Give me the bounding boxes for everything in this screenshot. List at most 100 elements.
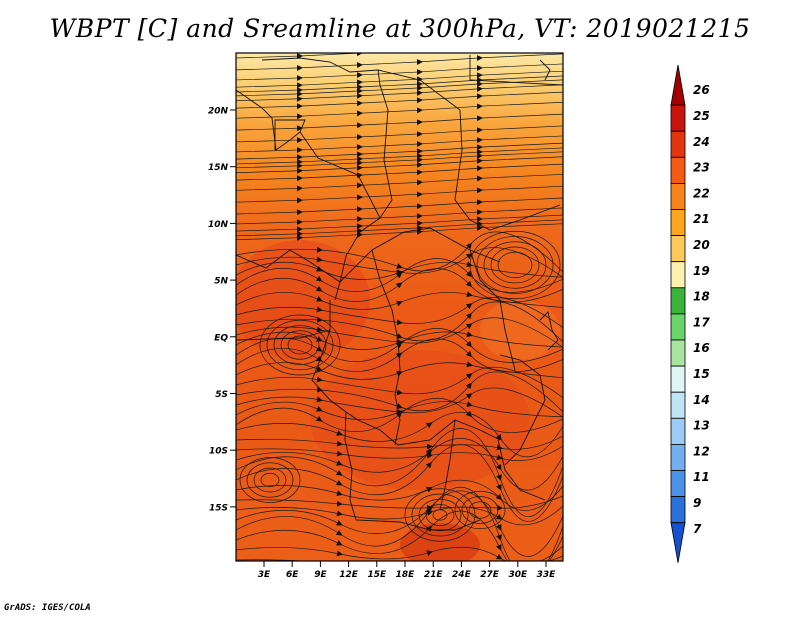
lon-tick-label: 30E bbox=[508, 570, 528, 580]
lon-tick-label: 12E bbox=[339, 570, 359, 580]
lon-tick-label: 33E bbox=[537, 570, 557, 580]
colorbar: 26 25 24 23 22 21 20 19 18 17 16 15 14 13 12 11 9 7 bbox=[670, 64, 710, 563]
streamline-vortex bbox=[469, 230, 561, 300]
latitude-axis: 20N 15N 10N 5N EQ 5S 10S 15S bbox=[208, 107, 236, 513]
colorbar-segment bbox=[670, 287, 686, 315]
streamline bbox=[236, 411, 563, 458]
grads-credit: GrADS: IGES/COLA bbox=[4, 603, 91, 613]
lon-tick-label: 6E bbox=[286, 570, 299, 580]
streamlines bbox=[236, 53, 563, 561]
streamline-vortex bbox=[253, 467, 287, 493]
streamline-vortex bbox=[468, 501, 492, 519]
streamline-vortex bbox=[260, 472, 280, 488]
chart-title: WBPT [C] and Sreamline at 300hPa, VT: 20… bbox=[49, 14, 751, 43]
colorbar-label: 25 bbox=[693, 109, 710, 123]
streamline-vortex bbox=[273, 325, 327, 365]
colorbar-label: 12 bbox=[693, 444, 710, 458]
colorbar-bottom-arrow bbox=[670, 522, 686, 563]
streamline bbox=[236, 185, 563, 204]
streamline-vortex bbox=[476, 236, 554, 294]
colorbar-label: 15 bbox=[693, 367, 710, 381]
streamline bbox=[236, 101, 563, 120]
lon-tick-label: 27E bbox=[480, 570, 500, 580]
streamline bbox=[236, 53, 563, 71]
colorbar-label: 24 bbox=[693, 135, 710, 149]
wbpt-patch bbox=[236, 240, 370, 360]
colorbar-segment bbox=[670, 365, 686, 393]
colorbar-label: 11 bbox=[693, 470, 710, 484]
colorbar-segment bbox=[670, 417, 686, 445]
colorbar-segment bbox=[670, 313, 686, 341]
colorbar-label: 23 bbox=[693, 161, 710, 175]
streamline bbox=[236, 510, 563, 561]
streamline-vortex bbox=[483, 241, 547, 289]
lat-tick-label: 15N bbox=[208, 163, 229, 173]
colorbar-label: 18 bbox=[693, 290, 710, 304]
colorbar-top-arrow bbox=[670, 64, 686, 106]
colorbar-label: 16 bbox=[693, 341, 710, 355]
streamline bbox=[236, 361, 563, 380]
colorbar-label: 19 bbox=[693, 264, 710, 278]
streamline-vortex bbox=[280, 330, 320, 360]
wbpt-patch bbox=[480, 300, 560, 360]
streamline-vortex bbox=[287, 335, 313, 355]
longitude-axis: 3E 6E 9E 12E 15E 18E 21E 24E 27E 30E 33E bbox=[258, 561, 556, 580]
lon-tick-label: 3E bbox=[258, 570, 271, 580]
streamline bbox=[236, 173, 563, 192]
colorbar-label: 22 bbox=[693, 186, 710, 200]
colorbar-label: 17 bbox=[693, 315, 710, 329]
streamline bbox=[236, 428, 563, 518]
streamline bbox=[236, 479, 563, 511]
streamline-vortex bbox=[461, 496, 499, 524]
colorbar-segment bbox=[670, 104, 686, 132]
country-borders bbox=[236, 55, 563, 531]
map-panel: 20N 15N 10N 5N EQ 5S 10S 15S 3E 6E 9E 12E 15E 18E 21E… bbox=[208, 52, 564, 580]
streamline bbox=[236, 545, 563, 561]
lat-tick-label: 10S bbox=[209, 447, 228, 457]
streamline bbox=[236, 223, 563, 241]
colorbar-label: 20 bbox=[693, 238, 710, 252]
colorbar-segment bbox=[670, 261, 686, 289]
colorbar-label: 21 bbox=[693, 212, 710, 226]
lat-tick-label: 5N bbox=[214, 277, 228, 287]
map-frame bbox=[235, 52, 564, 562]
streamline bbox=[236, 53, 483, 60]
streamline-vortex bbox=[259, 314, 341, 376]
lon-tick-label: 9E bbox=[314, 570, 327, 580]
streamline bbox=[236, 197, 563, 216]
streamline bbox=[236, 91, 563, 110]
streamline bbox=[236, 291, 563, 310]
streamline-vortex bbox=[411, 493, 469, 537]
lon-tick-label: 15E bbox=[367, 570, 387, 580]
lat-tick-label: 10N bbox=[208, 220, 229, 230]
colorbar-label: 9 bbox=[693, 496, 701, 510]
streamline bbox=[236, 113, 563, 132]
colorbar-label: 26 bbox=[693, 83, 710, 97]
streamline-vortex bbox=[497, 251, 533, 279]
streamline bbox=[236, 328, 563, 363]
streamline-vortex bbox=[239, 457, 301, 503]
streamline-vortex bbox=[266, 319, 334, 371]
lon-tick-label: 24E bbox=[452, 570, 472, 580]
lon-tick-label: 21E bbox=[424, 570, 444, 580]
wbpt-patch bbox=[310, 350, 530, 490]
colorbar-segment bbox=[670, 496, 686, 524]
lat-tick-label: 20N bbox=[208, 107, 229, 117]
colorbar-segment bbox=[670, 182, 686, 210]
colorbar-segment bbox=[670, 391, 686, 419]
colorbar-label: 14 bbox=[693, 393, 710, 407]
streamline-vortex bbox=[418, 498, 462, 532]
streamline bbox=[236, 444, 563, 522]
streamline bbox=[236, 163, 563, 182]
colorbar-segment bbox=[670, 235, 686, 263]
streamline-vortex bbox=[454, 490, 506, 530]
streamline-vortex bbox=[404, 488, 476, 542]
colorbar-segment bbox=[670, 470, 686, 498]
colorbar-segment bbox=[670, 339, 686, 367]
colorbar-segment bbox=[670, 209, 686, 237]
lat-tick-label: 5S bbox=[215, 390, 228, 400]
lat-tick-label: EQ bbox=[214, 333, 228, 343]
lon-tick-label: 18E bbox=[396, 570, 416, 580]
